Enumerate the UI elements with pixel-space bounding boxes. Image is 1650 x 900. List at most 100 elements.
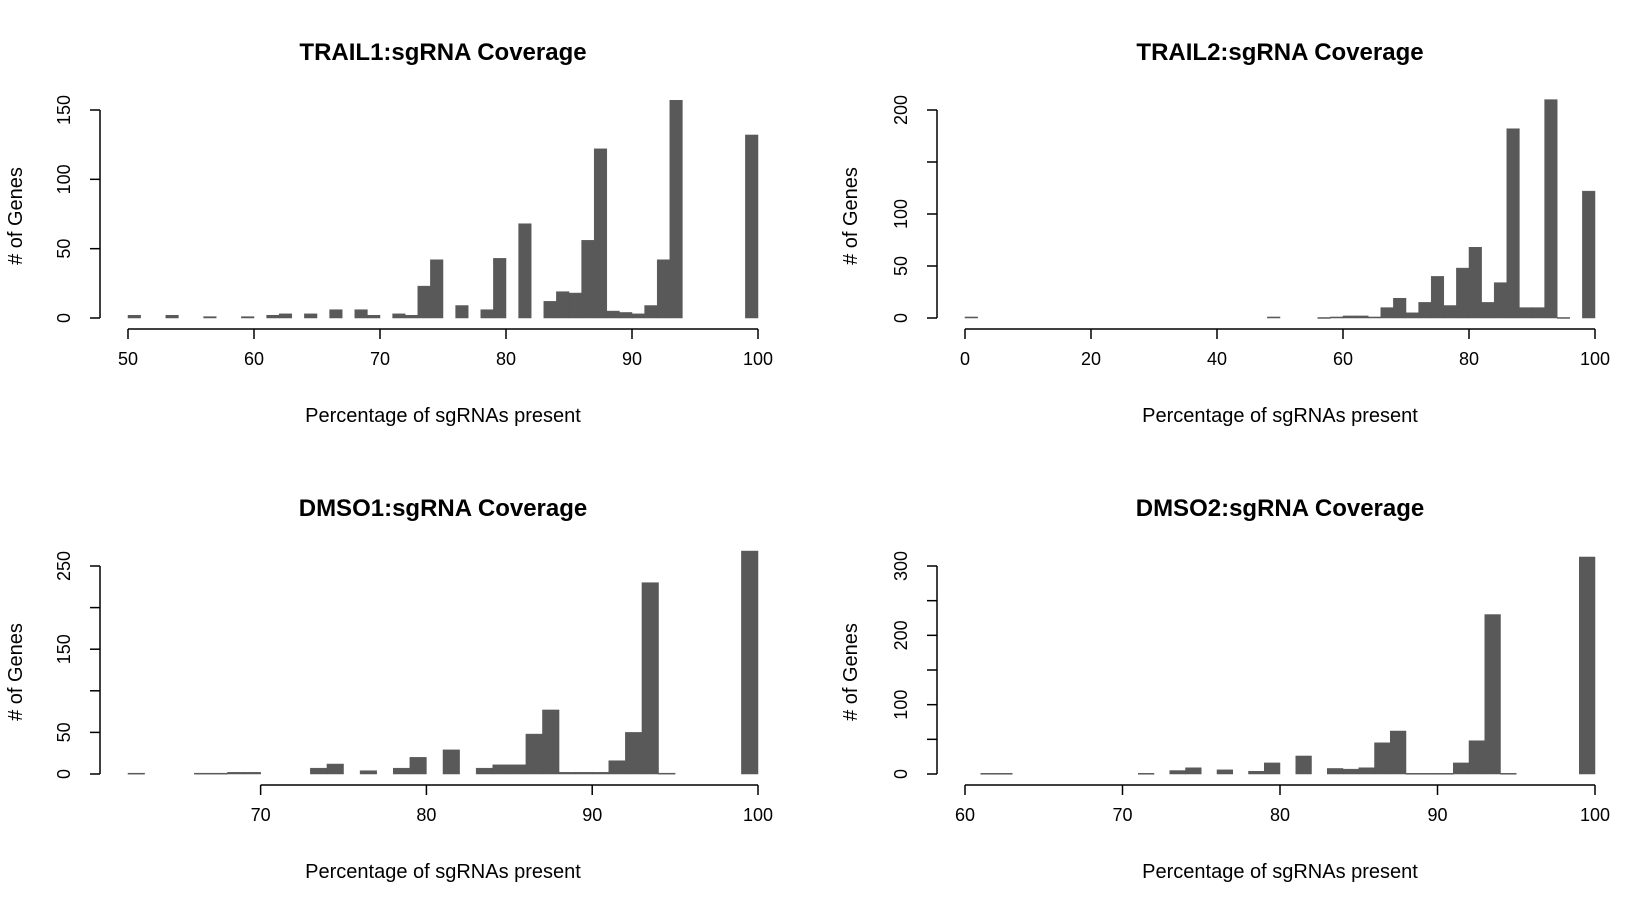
histogram-bar [1405, 773, 1422, 775]
histogram-bar [543, 301, 557, 319]
histogram-bar [1317, 317, 1331, 319]
histogram-bar [409, 757, 427, 775]
histogram-bar [1456, 267, 1470, 319]
x-tick-label: 80 [496, 349, 516, 369]
histogram-bar [658, 772, 676, 775]
chart-panel-4: DMSO2:sgRNA Coverage 60 70 80 90 100 0 100 200 30… [840, 495, 1610, 883]
x-axis-label: Percentage of sgRNAs present [1142, 405, 1418, 427]
x-tick-label: 70 [370, 349, 390, 369]
y-tick-label: 300 [891, 551, 911, 581]
histogram-bar [393, 767, 411, 775]
histogram-bar [1248, 770, 1265, 775]
histogram-bar [1138, 773, 1155, 775]
y-axis-label: # of Genes [5, 167, 27, 265]
histogram-bar [1342, 768, 1359, 775]
y-tick-label: 250 [54, 551, 74, 581]
y-tick-label: 200 [891, 95, 911, 125]
histogram-bar [1405, 312, 1419, 319]
histogram-bar [266, 314, 280, 319]
histogram-bar [1519, 307, 1533, 319]
x-tick-label: 90 [582, 805, 602, 825]
histogram-bar [1493, 282, 1508, 319]
histogram-bar [1216, 769, 1233, 775]
y-tick-label: 150 [54, 95, 74, 125]
histogram-bar [475, 767, 493, 775]
histogram-bar [455, 305, 469, 319]
x-axis-label: Percentage of sgRNAs present [305, 861, 581, 883]
y-tick-label: 100 [891, 199, 911, 229]
histogram-bar [581, 240, 595, 319]
histogram-bar [210, 772, 228, 775]
histogram-bar [591, 772, 610, 775]
histogram-bar [1443, 305, 1457, 319]
histogram-bar [1579, 556, 1596, 775]
histogram-bar [1582, 190, 1596, 319]
histogram-bar [243, 772, 261, 775]
histogram-bar [493, 258, 507, 319]
x-tick-label: 100 [1580, 805, 1610, 825]
y-tick-label: 150 [54, 634, 74, 664]
histogram-bar [1484, 614, 1501, 775]
histogram-bar [1544, 99, 1558, 319]
histogram-bar [606, 310, 620, 319]
histogram-bar [417, 285, 431, 319]
x-tick-label: 90 [622, 349, 642, 369]
x-tick-label: 100 [1580, 349, 1610, 369]
y-axis-label: # of Genes [840, 623, 862, 721]
y-tick-label: 200 [891, 620, 911, 650]
y-tick-label: 50 [891, 256, 911, 276]
histogram-bar [1358, 767, 1375, 775]
histogram-bar [1481, 302, 1495, 319]
x-tick-label: 50 [118, 349, 138, 369]
y-tick-label: 100 [891, 690, 911, 720]
histogram-bar [556, 291, 570, 319]
x-tick-label: 100 [743, 805, 773, 825]
x-axis-label: Percentage of sgRNAs present [1142, 861, 1418, 883]
histogram-bar [558, 772, 576, 775]
y-tick-label: 50 [54, 722, 74, 742]
histogram-bar [241, 316, 255, 319]
histogram-bar [304, 313, 318, 319]
histogram-bar [619, 312, 633, 319]
histogram-bar [542, 709, 560, 775]
histogram-bar [1185, 767, 1202, 775]
histogram-bar [1295, 755, 1312, 775]
histogram-bar [1421, 773, 1438, 775]
histogram-bar [644, 305, 658, 319]
chart-panel-1: TRAIL1:sgRNA Coverage 50 60 70 80 90 100 0 50 100… [5, 39, 773, 427]
histogram-bar [492, 764, 510, 775]
histogram-bar [631, 313, 645, 319]
x-tick-label: 80 [1459, 349, 1479, 369]
histogram-bar [1169, 770, 1186, 775]
histogram-bar [278, 313, 293, 319]
x-tick-label: 60 [244, 349, 264, 369]
x-axis-label: Percentage of sgRNAs present [305, 405, 581, 427]
chart-panel-2: TRAIL2:sgRNA Coverage 0 20 40 60 80 100 0 50 100 2… [840, 39, 1610, 427]
histogram-bar [568, 292, 582, 319]
histogram-bar [518, 223, 532, 319]
x-tick-label: 80 [1270, 805, 1290, 825]
histogram-bar [203, 316, 217, 319]
histogram-bar [165, 314, 179, 319]
chart-title: DMSO2:sgRNA Coverage [1136, 495, 1425, 522]
y-tick-label: 50 [54, 239, 74, 259]
histogram-bar [442, 749, 460, 775]
histogram-bar [1264, 762, 1281, 775]
x-tick-label: 70 [1112, 805, 1132, 825]
histogram-bar [593, 148, 608, 319]
histogram-bar [127, 314, 141, 319]
x-tick-label: 0 [960, 349, 970, 369]
x-tick-label: 90 [1427, 805, 1447, 825]
histogram-bar [1330, 316, 1344, 319]
y-tick-label: 0 [891, 769, 911, 779]
histogram-bar [404, 314, 419, 319]
histogram-bar [608, 760, 626, 775]
histogram-bar [964, 316, 978, 319]
histogram-bar [575, 772, 593, 775]
histogram-bar [1342, 315, 1356, 319]
y-axis-label: # of Genes [5, 623, 27, 721]
x-tick-label: 100 [743, 349, 773, 369]
histogram-bar [227, 772, 245, 775]
histogram-bar [1367, 316, 1382, 319]
